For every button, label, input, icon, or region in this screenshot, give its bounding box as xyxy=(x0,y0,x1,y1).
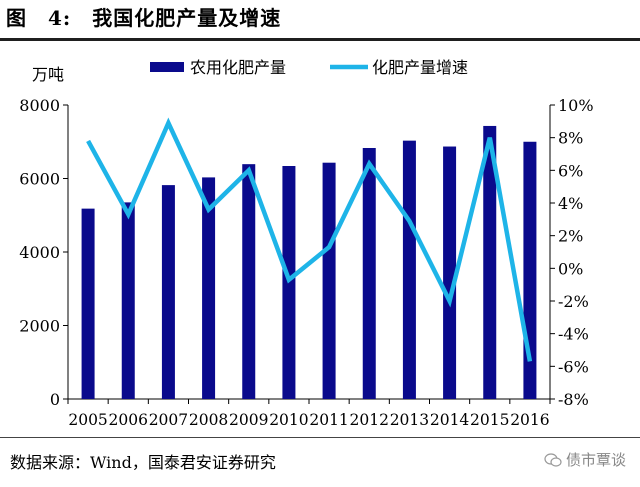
watermark: 债市覃谈 xyxy=(544,449,626,470)
y-right-tick-label: -8% xyxy=(558,390,589,409)
y-right-tick-label: -4% xyxy=(558,325,589,344)
x-tick-label: 2013 xyxy=(390,411,429,429)
y-right-tick-label: 4% xyxy=(558,194,583,213)
legend-label-line: 化肥产量增速 xyxy=(372,58,468,77)
x-tick-label: 2012 xyxy=(350,411,389,429)
x-tick-label: 2015 xyxy=(470,411,509,429)
x-tick-label: 2010 xyxy=(269,411,308,429)
y-right-tick-label: 2% xyxy=(558,227,583,246)
y-left-tick-label: 0 xyxy=(50,390,60,409)
bar-2015 xyxy=(483,125,497,399)
y-left-unit-label: 万吨 xyxy=(32,65,64,84)
x-tick-label: 2008 xyxy=(189,411,228,429)
bar-2013 xyxy=(402,140,416,399)
y-right-tick-label: -2% xyxy=(558,292,589,311)
bar-2008 xyxy=(202,177,216,399)
wechat-icon xyxy=(544,452,562,467)
y-right-tick-label: 10% xyxy=(558,96,594,115)
bar-2014 xyxy=(443,146,457,399)
x-tick-label: 2005 xyxy=(68,411,107,429)
y-right-tick-label: -6% xyxy=(558,357,589,376)
x-tick-label: 2011 xyxy=(309,411,348,429)
y-right-tick-label: 8% xyxy=(558,129,583,148)
growth-line xyxy=(86,117,533,362)
chart: 0 2000 4000 6000 8000 10% 8% 6% 4% 2% 0% -2% -4% -6% -… xyxy=(19,58,594,429)
x-tick-label: 2014 xyxy=(430,411,470,429)
figure-title: 图 4: 我国化肥产量及增速 xyxy=(6,6,282,30)
y-right-tick-label: 6% xyxy=(558,161,583,180)
bar-2005 xyxy=(81,208,95,399)
x-tick-label: 2016 xyxy=(510,411,549,429)
x-tick-label: 2007 xyxy=(149,411,188,429)
y-left-tick-label: 6000 xyxy=(19,170,60,189)
bar-2012 xyxy=(362,147,376,399)
bar-2006 xyxy=(121,202,135,399)
legend-swatch-bar xyxy=(150,62,184,72)
title-rule xyxy=(0,38,640,41)
watermark-text: 债市覃谈 xyxy=(565,451,626,469)
y-left-tick-label: 8000 xyxy=(19,96,60,115)
legend-label-bar: 农用化肥产量 xyxy=(190,58,286,77)
y-left-tick-label: 4000 xyxy=(19,243,60,262)
x-tick-label: 2006 xyxy=(109,411,148,429)
source-text: 数据来源：Wind，国泰君安证券研究 xyxy=(10,453,276,472)
bar-2011 xyxy=(322,162,336,399)
y-left-tick-label: 2000 xyxy=(19,317,60,336)
bar-2007 xyxy=(161,185,175,399)
bar-2009 xyxy=(242,164,256,399)
y-right-tick-label: 0% xyxy=(558,259,583,278)
source-rule xyxy=(0,437,640,438)
x-tick-label: 2009 xyxy=(229,411,268,429)
